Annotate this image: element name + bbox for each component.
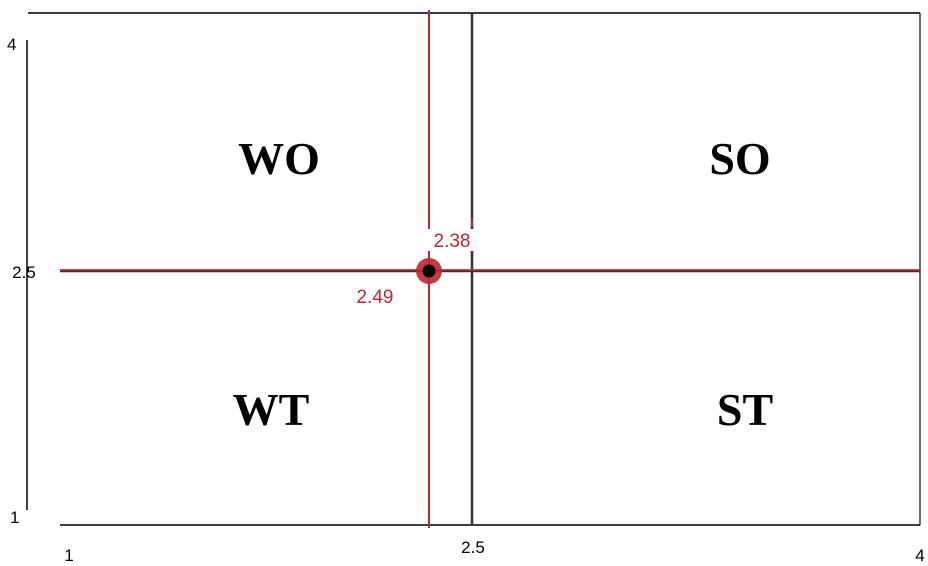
quadrant-label-so: SO (709, 133, 770, 184)
quadrant-label-wt: WT (233, 384, 310, 435)
x-value-label: 2.38 (434, 231, 471, 252)
y-axis-max-label: 4 (7, 35, 16, 54)
x-axis-max-label: 4 (915, 546, 924, 565)
position-point (422, 264, 436, 278)
x-value-label-backdrop (427, 229, 477, 251)
quadrant-label-st: ST (717, 384, 773, 435)
x-axis-min-label: 1 (64, 546, 73, 565)
y-value-label: 2.49 (357, 287, 394, 308)
x-axis-mid-label: 2.5 (461, 538, 485, 557)
quadrant-label-wo: WO (238, 133, 320, 184)
y-value-label-backdrop (347, 285, 403, 307)
y-axis-min-label: 1 (10, 508, 19, 527)
y-axis-mid-label: 2.5 (12, 263, 36, 282)
